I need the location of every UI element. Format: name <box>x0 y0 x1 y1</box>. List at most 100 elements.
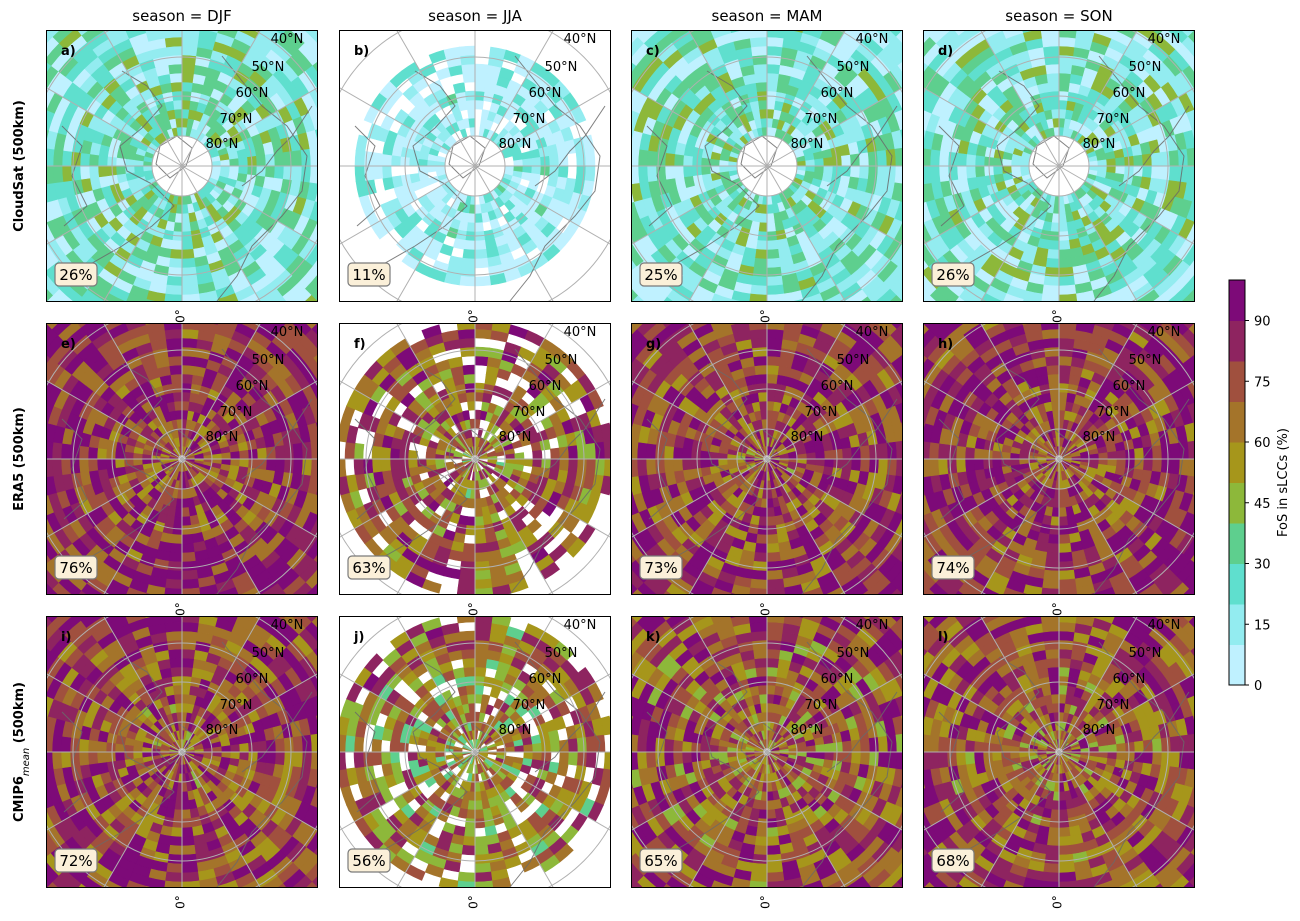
heatmap-cell <box>902 30 903 31</box>
heatmap-cell <box>310 494 318 516</box>
heatmap-cell <box>165 337 183 349</box>
latitude-label: 70°N <box>220 405 253 420</box>
heatmap-cell <box>1041 36 1060 48</box>
heatmap-cell <box>46 536 47 538</box>
heatmap-cell <box>888 294 903 302</box>
heatmap-cell <box>465 516 476 527</box>
heatmap-cell <box>173 99 183 110</box>
heatmap-cell <box>1044 266 1060 278</box>
panel-letter: f) <box>354 337 366 352</box>
heatmap-cell <box>245 5 269 23</box>
heatmap-cell <box>169 72 183 84</box>
heatmap-cell <box>463 240 476 251</box>
heatmap-cell <box>585 442 597 460</box>
latitude-label: 80°N <box>1083 137 1116 152</box>
heatmap-cell <box>46 30 61 38</box>
heatmap-cell <box>1141 165 1153 179</box>
heatmap-cell <box>722 0 745 7</box>
heatmap-cell <box>474 63 489 75</box>
heatmap-cell <box>8 44 30 70</box>
mean-box <box>639 262 683 287</box>
heatmap-cell <box>594 121 607 144</box>
heatmap-cell <box>164 36 183 48</box>
heatmap-cell <box>1197 55 1217 79</box>
heatmap-cell <box>1115 157 1126 167</box>
heatmap-cell <box>1228 213 1244 239</box>
heatmap-cell <box>320 253 340 277</box>
heatmap-cell <box>181 578 200 590</box>
heatmap-cell <box>181 337 199 349</box>
heatmap-cell <box>259 323 261 324</box>
heatmap-cell <box>972 5 996 23</box>
heatmap-cell <box>317 30 318 31</box>
heatmap-cell <box>257 458 268 471</box>
heatmap-cell <box>46 380 47 382</box>
heatmap-cell <box>26 166 36 186</box>
heatmap-cell <box>1211 209 1227 233</box>
heatmap-cell <box>744 0 767 2</box>
heatmap-cell <box>181 204 189 215</box>
heatmap-cell <box>132 458 143 466</box>
heatmap-cell <box>353 458 365 476</box>
heatmap-cell <box>938 150 950 167</box>
heatmap-cell <box>885 165 897 184</box>
heatmap-cell <box>463 373 476 384</box>
mean-value: 25% <box>644 266 677 284</box>
heatmap-cell <box>753 63 768 75</box>
heatmap-cell <box>292 458 304 476</box>
heatmap-cell <box>965 165 977 179</box>
heatmap-cell <box>16 49 37 74</box>
heatmap-cell <box>854 8 878 28</box>
heatmap-cell <box>181 391 192 402</box>
heatmap-cell <box>766 213 775 224</box>
heatmap-cell <box>278 0 304 14</box>
heatmap-cell <box>1236 89 1253 116</box>
heatmap-cell <box>164 328 183 340</box>
heatmap-cell <box>329 439 339 459</box>
heatmap-cell <box>923 30 924 31</box>
graticule <box>339 323 611 595</box>
heatmap-cell <box>474 355 489 367</box>
heatmap-cell <box>319 166 329 185</box>
heatmap-cell <box>60 442 72 460</box>
heatmap-cell <box>70 300 95 321</box>
heatmap-cell <box>637 148 649 167</box>
heatmap-cell <box>938 165 950 182</box>
heatmap-cell <box>1115 165 1126 175</box>
heatmap-cell <box>274 0 299 21</box>
heatmap-cell <box>141 303 162 316</box>
heatmap-cell <box>841 154 852 167</box>
panel-frame <box>339 30 611 302</box>
heatmap-cell <box>0 385 12 411</box>
heatmap-cell <box>181 364 195 376</box>
heatmap-cell <box>46 61 52 74</box>
heatmap-cell <box>631 30 632 31</box>
heatmap-cell <box>609 253 629 277</box>
heatmap-cell <box>700 165 711 175</box>
heatmap-cell <box>24 55 44 79</box>
map-panel: 40°N50°N60°N70°N80°Na)26%0° <box>8 0 347 323</box>
heatmap-cell <box>1194 30 1195 31</box>
heatmap-cell <box>766 293 786 302</box>
heatmap-cell <box>103 323 125 332</box>
heatmap-cell <box>372 152 384 167</box>
heatmap-cell <box>337 144 347 166</box>
heatmap-cell <box>319 497 334 519</box>
heatmap-cell <box>167 266 183 278</box>
heatmap-cell <box>550 447 561 460</box>
heatmap-cell <box>1202 229 1220 253</box>
heatmap-cell <box>1081 0 1104 7</box>
heatmap-cell <box>603 458 611 478</box>
heatmap-cell <box>167 346 183 358</box>
heatmap-cell <box>1044 54 1060 66</box>
heatmap-cell <box>474 560 490 572</box>
heatmap-cell <box>923 220 924 223</box>
mean-box <box>54 555 98 580</box>
heatmap-cell <box>16 258 37 283</box>
heatmap-cell <box>181 373 194 384</box>
heatmap-cell <box>292 442 304 460</box>
heatmap-cell <box>1249 166 1260 192</box>
heatmap-cell <box>531 157 542 167</box>
heatmap-cell <box>1058 45 1075 57</box>
heatmap-cell <box>1146 304 1170 324</box>
